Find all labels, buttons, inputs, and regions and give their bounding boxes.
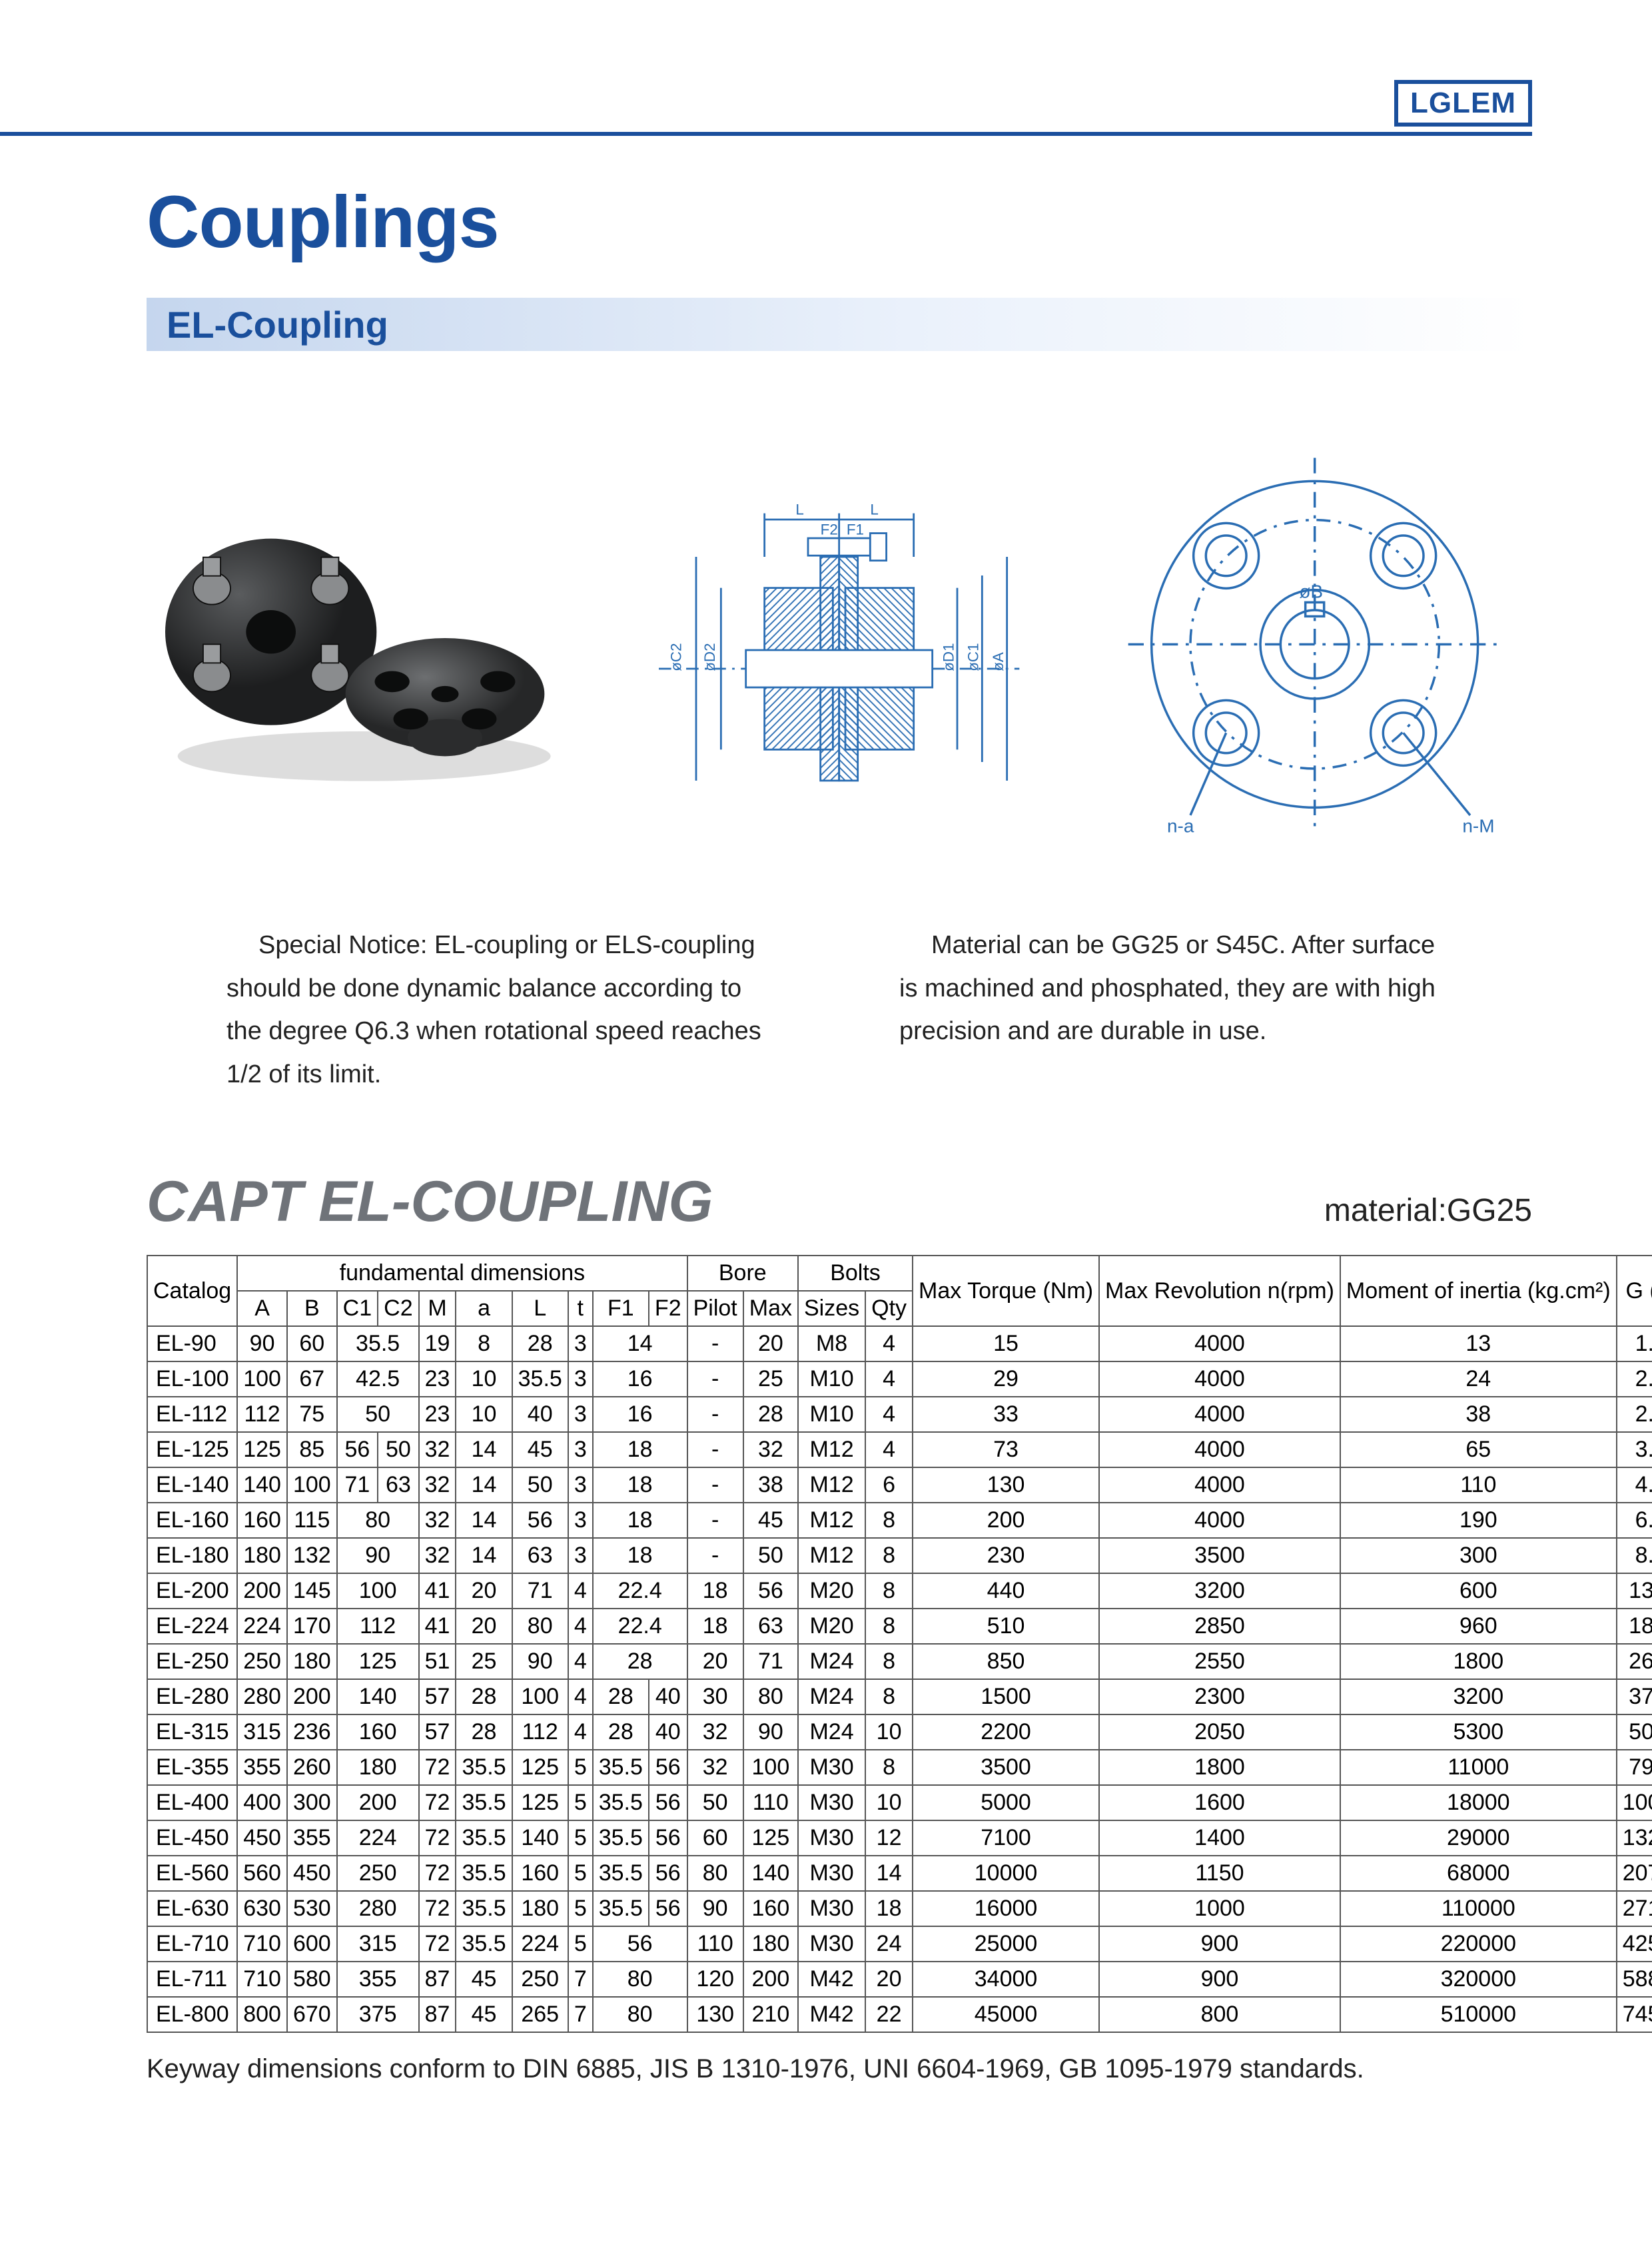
table-title: CAPT EL-COUPLING — [147, 1169, 713, 1235]
th-pilot: Pilot — [687, 1291, 743, 1326]
table-row: EL-16016011580321456318-45M1282004000190… — [147, 1503, 1652, 1538]
table-row: EL-1401401007163321450318-38M12613040001… — [147, 1467, 1652, 1503]
dim-oB: øB — [1299, 581, 1323, 601]
note-right: Material can be GG25 or S45C. After surf… — [899, 924, 1452, 1096]
th-rev: Max Revolution n(rpm) — [1099, 1256, 1340, 1326]
dim-F1: F1 — [847, 522, 864, 538]
table-row: EL-90906035.519828314-20M84154000131.37 — [147, 1326, 1652, 1361]
material-label: material:GG25 — [1324, 1192, 1532, 1229]
dim-oA: øA — [990, 652, 1007, 671]
brand-logo: LGLEM — [1394, 80, 1532, 127]
table-row: EL-3153152361605728112428403290M24102200… — [147, 1714, 1652, 1750]
table-row: EL-1121127550231040316-28M104334000382.6… — [147, 1397, 1652, 1432]
spec-table: Catalog fundamental dimensions Bore Bolt… — [147, 1255, 1652, 2033]
figure-row: L L F2 F1 øC2 øD2 øD1 øC1 øA — [147, 471, 1532, 817]
dim-F2: F2 — [821, 522, 838, 538]
table-row: EL-3553552601807235.5125535.55632100M308… — [147, 1750, 1652, 1785]
dim-oC2: øC2 — [668, 643, 685, 671]
label-na: n-a — [1167, 815, 1194, 836]
th-torque: Max Torque (Nm) — [913, 1256, 1099, 1326]
label-nM: n-M — [1462, 815, 1494, 836]
table-row: EL-7117105803558745250780120200M42203400… — [147, 1962, 1652, 1997]
page-title: Couplings — [147, 180, 1532, 264]
th-a: A — [237, 1291, 287, 1326]
table-row: EL-6306305302807235.5180535.55690160M301… — [147, 1891, 1652, 1926]
note-left: Special Notice: EL-coupling or ELS-coupl… — [226, 924, 779, 1096]
table-row: EL-7107106003157235.5224556110180M302425… — [147, 1926, 1652, 1962]
th-c2: C2 — [378, 1291, 418, 1326]
table-row: EL-2802802001405728100428403080M24815002… — [147, 1679, 1652, 1714]
top-rule — [0, 132, 1532, 136]
th-a: a — [456, 1291, 512, 1326]
th-max: Max — [743, 1291, 798, 1326]
th-bolts: Bolts — [798, 1256, 913, 1291]
notes-row: Special Notice: EL-coupling or ELS-coupl… — [147, 924, 1532, 1096]
section-drawing: L L F2 F1 øC2 øD2 øD1 øC1 øA — [621, 482, 1056, 805]
dim-oD2: øD2 — [701, 643, 718, 671]
th-f1: F1 — [593, 1291, 649, 1326]
table-row: EL-18018013290321463318-50M1282303500300… — [147, 1538, 1652, 1573]
dim-L: L — [796, 502, 804, 518]
table-row: EL-4504503552247235.5140535.55660125M301… — [147, 1820, 1652, 1856]
th-c1: C1 — [337, 1291, 378, 1326]
table-row: EL-1001006742.5231035.5316-25M1042940002… — [147, 1361, 1652, 1397]
th-g: G (kg) — [1617, 1256, 1652, 1326]
table-row: EL-5605604502507235.5160535.55680140M301… — [147, 1856, 1652, 1891]
dim-oD1: øD1 — [941, 643, 957, 671]
section-heading-bar: EL-Coupling — [147, 298, 1532, 351]
table-row: EL-200200145100412071422.41856M208440320… — [147, 1573, 1652, 1609]
th-bore: Bore — [687, 1256, 798, 1291]
front-drawing: øB n-a n-M — [1097, 442, 1532, 847]
th-qty: Qty — [865, 1291, 913, 1326]
table-row: EL-2502501801255125904282071M24885025501… — [147, 1644, 1652, 1679]
th-t: t — [568, 1291, 593, 1326]
table-row: EL-125125855650321445318-32M124734000653… — [147, 1432, 1652, 1467]
th-catalog: Catalog — [147, 1256, 237, 1326]
table-row: EL-224224170112412080422.41863M208510285… — [147, 1609, 1652, 1644]
table-row: EL-8008006703758745265780130210M42224500… — [147, 1997, 1652, 2032]
th-sizes: Sizes — [798, 1291, 865, 1326]
footnote: Keyway dimensions conform to DIN 6885, J… — [147, 2049, 1532, 2089]
product-photo — [147, 489, 582, 800]
th-fundamental: fundamental dimensions — [237, 1256, 687, 1291]
dim-oC1: øC1 — [965, 643, 982, 671]
th-f2: F2 — [649, 1291, 687, 1326]
th-moi: Moment of inertia (kg.cm²) — [1340, 1256, 1617, 1326]
table-row: EL-4004003002007235.5125535.55650110M301… — [147, 1785, 1652, 1820]
section-heading: EL-Coupling — [167, 303, 388, 346]
th-l: L — [512, 1291, 568, 1326]
dim-L2: L — [871, 502, 879, 518]
th-m: M — [419, 1291, 456, 1326]
th-b: B — [287, 1291, 337, 1326]
